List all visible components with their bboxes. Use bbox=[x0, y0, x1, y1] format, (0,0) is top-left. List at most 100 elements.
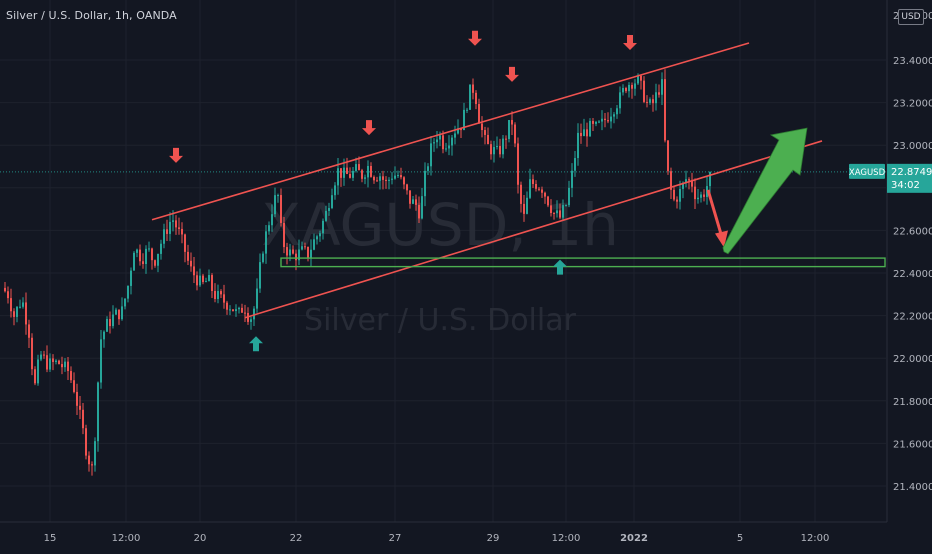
candle-body bbox=[610, 116, 612, 122]
candle-body bbox=[241, 307, 243, 313]
candle-body bbox=[157, 253, 159, 266]
candle-body bbox=[691, 180, 693, 187]
candle-body bbox=[559, 210, 561, 218]
time-axis-label: 29 bbox=[487, 533, 500, 544]
candle-body bbox=[37, 359, 39, 384]
candle-body bbox=[403, 177, 405, 185]
candle-body bbox=[565, 205, 567, 207]
candle-body bbox=[301, 246, 303, 250]
candle-body bbox=[400, 175, 402, 178]
candle-body bbox=[238, 307, 240, 310]
candle-body bbox=[7, 291, 9, 299]
channel-upper-line[interactable] bbox=[151, 42, 750, 221]
time-axis-label: 15 bbox=[44, 533, 57, 544]
candle-body bbox=[106, 319, 108, 332]
candle-body bbox=[325, 210, 327, 221]
channel-lower-line[interactable] bbox=[244, 140, 823, 319]
candle-body bbox=[349, 173, 351, 178]
candle-body bbox=[322, 220, 324, 234]
candle-body bbox=[628, 84, 630, 92]
price-axis-label: 22.20000 bbox=[893, 312, 932, 323]
candle-body bbox=[343, 167, 345, 178]
candle-body bbox=[43, 354, 45, 356]
candle-body bbox=[64, 361, 66, 368]
candle-body bbox=[496, 146, 498, 148]
candle-body bbox=[304, 246, 306, 248]
candle-body bbox=[25, 302, 27, 325]
candle-body bbox=[649, 99, 651, 103]
candle-body bbox=[307, 246, 309, 258]
time-axis-label: 12:00 bbox=[801, 533, 830, 544]
candle-body bbox=[199, 275, 201, 286]
candle-body bbox=[685, 179, 687, 183]
time-axis-label: 20 bbox=[194, 533, 207, 544]
price-tag-countdown: 34:02 bbox=[891, 180, 920, 191]
candle-body bbox=[220, 291, 222, 295]
candle-body bbox=[478, 104, 480, 124]
candle-body bbox=[337, 168, 339, 186]
candle-body bbox=[385, 179, 387, 181]
candle-body bbox=[196, 275, 198, 286]
candle-body bbox=[58, 360, 60, 365]
candle-body bbox=[181, 228, 183, 235]
candle-body bbox=[472, 84, 474, 93]
candle-body bbox=[313, 239, 315, 250]
candle-body bbox=[622, 88, 624, 93]
candle-body bbox=[289, 249, 291, 256]
candle-body bbox=[346, 167, 348, 174]
candle-body bbox=[46, 355, 48, 370]
candle-body bbox=[151, 248, 153, 261]
candle-body bbox=[526, 197, 528, 214]
candle-body bbox=[634, 83, 636, 89]
candle-body bbox=[4, 287, 6, 292]
candle-body bbox=[34, 369, 36, 384]
candle-body bbox=[298, 249, 300, 261]
candle-body bbox=[85, 428, 87, 456]
candle-body bbox=[679, 188, 681, 202]
candle-body bbox=[655, 92, 657, 104]
candle-body bbox=[604, 118, 606, 121]
currency-badge[interactable]: USD bbox=[898, 9, 924, 25]
candle-body bbox=[700, 194, 702, 198]
time-axis-label: 12:00 bbox=[552, 533, 581, 544]
candle-body bbox=[490, 144, 492, 155]
candle-body bbox=[226, 302, 228, 310]
support-zone-box[interactable] bbox=[280, 257, 886, 268]
candle-body bbox=[541, 189, 543, 193]
candle-body bbox=[187, 251, 189, 261]
price-axis-label: 21.40000 bbox=[893, 482, 932, 493]
price-axis-label: 21.60000 bbox=[893, 439, 932, 450]
time-axis-label: 27 bbox=[389, 533, 402, 544]
candle-body bbox=[184, 234, 186, 252]
candle-body bbox=[316, 236, 318, 240]
candle-body bbox=[229, 309, 231, 311]
candle-body bbox=[451, 137, 453, 146]
projection-down-shaft bbox=[706, 189, 724, 238]
candle-body bbox=[76, 391, 78, 406]
projection-up-arrow bbox=[722, 127, 808, 255]
candle-body bbox=[73, 380, 75, 392]
candle-body bbox=[418, 204, 420, 219]
candle-body bbox=[631, 84, 633, 89]
candle-body bbox=[124, 298, 126, 307]
candle-body bbox=[580, 132, 582, 137]
candle-body bbox=[214, 290, 216, 299]
candle-body bbox=[364, 177, 366, 179]
candle-body bbox=[82, 409, 84, 429]
candle-body bbox=[646, 101, 648, 103]
candle-body bbox=[688, 179, 690, 181]
candle-body bbox=[52, 358, 54, 362]
candle-body bbox=[178, 227, 180, 229]
price-axis-label: 22.00000 bbox=[893, 354, 932, 365]
candle-body bbox=[448, 145, 450, 149]
candle-body bbox=[70, 371, 72, 381]
candle-body bbox=[259, 262, 261, 289]
candle-body bbox=[133, 252, 135, 271]
candle-body bbox=[463, 109, 465, 131]
candle-body bbox=[457, 128, 459, 134]
candle-body bbox=[328, 208, 330, 211]
time-axis-label: 22 bbox=[290, 533, 303, 544]
candle-body bbox=[190, 260, 192, 267]
candle-body bbox=[658, 92, 660, 95]
